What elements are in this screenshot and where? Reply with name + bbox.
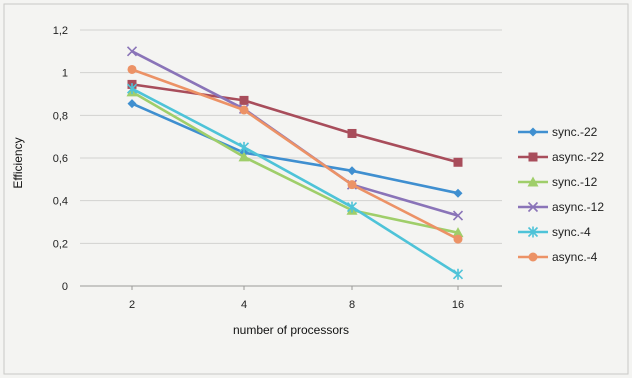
x-tick-label: 4: [241, 299, 247, 311]
legend-label: async.-4: [552, 250, 598, 264]
legend-marker: [528, 252, 538, 262]
legend-label: sync.-4: [552, 225, 591, 239]
data-point: [346, 201, 358, 213]
legend-entry: sync.-12: [518, 175, 598, 189]
y-tick-label: 1,2: [53, 25, 68, 37]
series-line: [131, 83, 459, 164]
legend-marker: [527, 226, 539, 238]
data-point: [453, 234, 463, 244]
legend-marker: [528, 152, 538, 162]
legend-entry: async.-22: [518, 150, 604, 164]
data-point: [453, 157, 463, 167]
series-line: [131, 90, 459, 234]
x-tick-label: 8: [349, 299, 355, 311]
y-tick-label: 0,8: [53, 110, 68, 122]
data-point: [347, 128, 357, 138]
series-3: [126, 86, 464, 238]
data-point: [347, 180, 357, 190]
data-point: [127, 99, 137, 109]
data-point: [239, 105, 249, 115]
x-tick-label: 2: [129, 299, 135, 311]
y-tick-label: 1: [62, 68, 68, 80]
data-point: [126, 46, 138, 57]
x-axis-title: number of processors: [233, 323, 349, 337]
y-tick-label: 0,6: [53, 153, 68, 165]
data-point: [238, 151, 250, 162]
data-point: [452, 227, 464, 238]
series-6: [127, 64, 463, 244]
data-point: [126, 83, 138, 95]
data-point: [453, 188, 463, 198]
legend-entry: async.-12: [518, 200, 604, 214]
legend-entry: sync.-4: [518, 225, 591, 239]
legend-marker: [527, 201, 539, 213]
series-line: [131, 68, 459, 241]
legend-label: sync.-22: [552, 125, 598, 139]
legend-marker: [527, 176, 539, 187]
data-point: [127, 64, 137, 74]
y-tick-label: 0,2: [53, 238, 68, 250]
data-point: [347, 166, 357, 176]
legend-entry: async.-4: [518, 250, 598, 264]
data-point: [238, 141, 250, 153]
legend-label: async.-22: [552, 150, 604, 164]
legend-marker: [528, 127, 538, 137]
data-point: [239, 95, 249, 105]
series-line: [131, 102, 459, 195]
y-axis-title: Efficiency: [11, 137, 25, 188]
y-tick-label: 0: [62, 281, 68, 293]
y-tick-label: 0,4: [53, 196, 68, 208]
data-point: [452, 210, 464, 221]
plot-frame: [3, 3, 629, 375]
series-5: [126, 83, 464, 280]
legend-entry: sync.-22: [518, 125, 598, 139]
legend-label: sync.-12: [552, 175, 598, 189]
series-line: [131, 87, 459, 276]
legend-label: async.-12: [552, 200, 604, 214]
series-1: [127, 99, 463, 198]
x-tick-label: 16: [452, 299, 464, 311]
data-point: [452, 268, 464, 280]
